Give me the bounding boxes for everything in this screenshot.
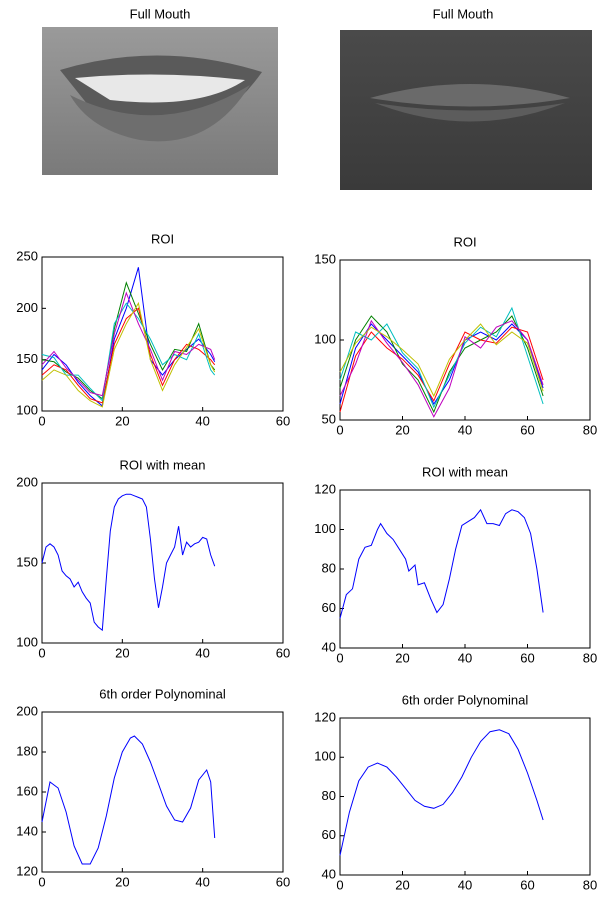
x-tick-label: 20 — [395, 422, 409, 437]
y-tick-label: 150 — [16, 351, 38, 366]
x-tick-label: 40 — [195, 413, 209, 428]
y-tick-label: 80 — [322, 560, 336, 575]
mouth-photo — [340, 30, 592, 190]
y-tick-label: 100 — [314, 749, 336, 764]
y-tick-label: 160 — [16, 783, 38, 798]
mouth-photo — [42, 27, 278, 175]
y-tick-label: 200 — [16, 703, 38, 718]
plot-frame — [41, 711, 284, 873]
image-title: Full Mouth — [130, 6, 191, 21]
y-tick-label: 200 — [16, 300, 38, 315]
data-line — [339, 508, 544, 619]
y-tick-label: 60 — [322, 600, 336, 615]
x-tick-label: 0 — [38, 645, 45, 660]
y-tick-label: 150 — [314, 251, 336, 266]
x-tick-label: 80 — [583, 422, 597, 437]
y-tick-label: 100 — [16, 402, 38, 417]
y-tick-label: 50 — [322, 411, 336, 426]
data-line — [41, 301, 216, 408]
x-tick-label: 60 — [276, 874, 290, 889]
x-tick-label: 0 — [336, 422, 343, 437]
y-tick-label: 180 — [16, 743, 38, 758]
data-line — [41, 493, 216, 632]
y-tick-label: 80 — [322, 788, 336, 803]
x-tick-label: 80 — [583, 650, 597, 665]
x-tick-label: 60 — [520, 877, 534, 892]
y-tick-label: 100 — [314, 331, 336, 346]
plot-frame — [339, 717, 591, 876]
y-tick-label: 100 — [16, 634, 38, 649]
x-tick-label: 20 — [115, 874, 129, 889]
data-line — [339, 323, 544, 398]
x-tick-label: 40 — [458, 877, 472, 892]
data-line — [339, 306, 544, 409]
x-tick-label: 40 — [458, 422, 472, 437]
x-tick-label: 20 — [115, 645, 129, 660]
y-tick-label: 40 — [322, 866, 336, 881]
image-title: Full Mouth — [433, 6, 494, 21]
data-line — [41, 735, 216, 865]
y-tick-label: 100 — [314, 521, 336, 536]
x-tick-label: 20 — [395, 877, 409, 892]
x-tick-label: 0 — [38, 413, 45, 428]
y-tick-label: 250 — [16, 248, 38, 263]
y-tick-label: 150 — [16, 554, 38, 569]
x-tick-label: 20 — [115, 413, 129, 428]
x-tick-label: 60 — [520, 650, 534, 665]
data-line — [41, 302, 216, 402]
y-tick-label: 200 — [16, 474, 38, 489]
x-tick-label: 0 — [38, 874, 45, 889]
x-tick-label: 60 — [276, 645, 290, 660]
x-tick-label: 40 — [195, 645, 209, 660]
y-tick-label: 120 — [16, 863, 38, 878]
x-tick-label: 0 — [336, 877, 343, 892]
chart-title: 6th order Polynominal — [402, 692, 529, 707]
x-tick-label: 20 — [395, 650, 409, 665]
x-tick-label: 80 — [583, 877, 597, 892]
data-line — [41, 291, 216, 397]
y-tick-label: 140 — [16, 823, 38, 838]
x-tick-label: 60 — [520, 422, 534, 437]
chart-title: ROI with mean — [422, 464, 508, 479]
x-tick-label: 0 — [336, 650, 343, 665]
plot-frame — [41, 482, 284, 644]
plot-frame — [339, 489, 591, 649]
chart-title: ROI — [453, 234, 476, 249]
y-tick-label: 120 — [314, 481, 336, 496]
chart-title: ROI with mean — [120, 457, 206, 472]
x-tick-label: 60 — [276, 413, 290, 428]
y-tick-label: 120 — [314, 709, 336, 724]
x-tick-label: 40 — [195, 874, 209, 889]
y-tick-label: 60 — [322, 827, 336, 842]
chart-title: 6th order Polynominal — [99, 686, 226, 701]
data-line — [339, 326, 544, 413]
chart-title: ROI — [151, 231, 174, 246]
data-line — [339, 729, 544, 856]
y-tick-label: 40 — [322, 639, 336, 654]
plot-frame — [41, 256, 284, 412]
data-line — [339, 319, 544, 418]
x-tick-label: 40 — [458, 650, 472, 665]
